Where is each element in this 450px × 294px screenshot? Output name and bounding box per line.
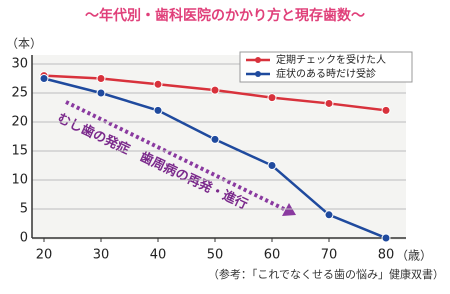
data-point — [267, 93, 277, 103]
legend-label: 定期チェックを受けた人 — [276, 53, 386, 66]
source-note: （参考：「これでなくせる歯の悩み」健康双書） — [208, 267, 444, 281]
plot-background — [32, 55, 406, 240]
y-tick-label: 30 — [11, 57, 28, 72]
y-tick-label: 20 — [11, 115, 28, 130]
y-tick-label: 0 — [20, 231, 28, 246]
x-tick-label: 30 — [93, 248, 110, 263]
annotation-arrow — [65, 100, 287, 212]
data-point — [324, 210, 334, 220]
x-tick-label: 70 — [321, 248, 338, 263]
data-point — [381, 105, 391, 115]
data-point — [153, 79, 163, 89]
y-tick-label: 5 — [20, 202, 28, 217]
y-tick-label: 15 — [11, 144, 28, 159]
x-tick-label: 60 — [264, 248, 281, 263]
x-tick-label: 40 — [150, 248, 167, 263]
y-tick-label: 10 — [11, 173, 28, 188]
data-point — [210, 85, 220, 95]
y-axis-label: （本） — [6, 37, 42, 51]
legend-marker — [255, 71, 261, 77]
legend-box — [239, 51, 413, 83]
data-point — [39, 74, 49, 83]
x-tick-label: 20 — [36, 248, 53, 263]
data-point — [96, 88, 106, 98]
data-point — [210, 134, 220, 144]
y-tick-label: 25 — [11, 86, 28, 101]
x-tick-label: 50 — [207, 248, 224, 263]
legend-label: 症状のある時だけ受診 — [276, 67, 376, 80]
x-tick-label: 80 — [378, 248, 395, 263]
data-point — [96, 74, 106, 83]
legend-marker — [255, 57, 261, 63]
data-point — [153, 105, 163, 115]
data-point — [381, 233, 391, 243]
chart-title: 〜年代別・歯科医院のかかり方と現存歯数〜 — [85, 7, 365, 24]
x-axis-label: （歳） — [396, 249, 432, 263]
data-point — [324, 98, 334, 108]
data-point — [267, 161, 277, 170]
